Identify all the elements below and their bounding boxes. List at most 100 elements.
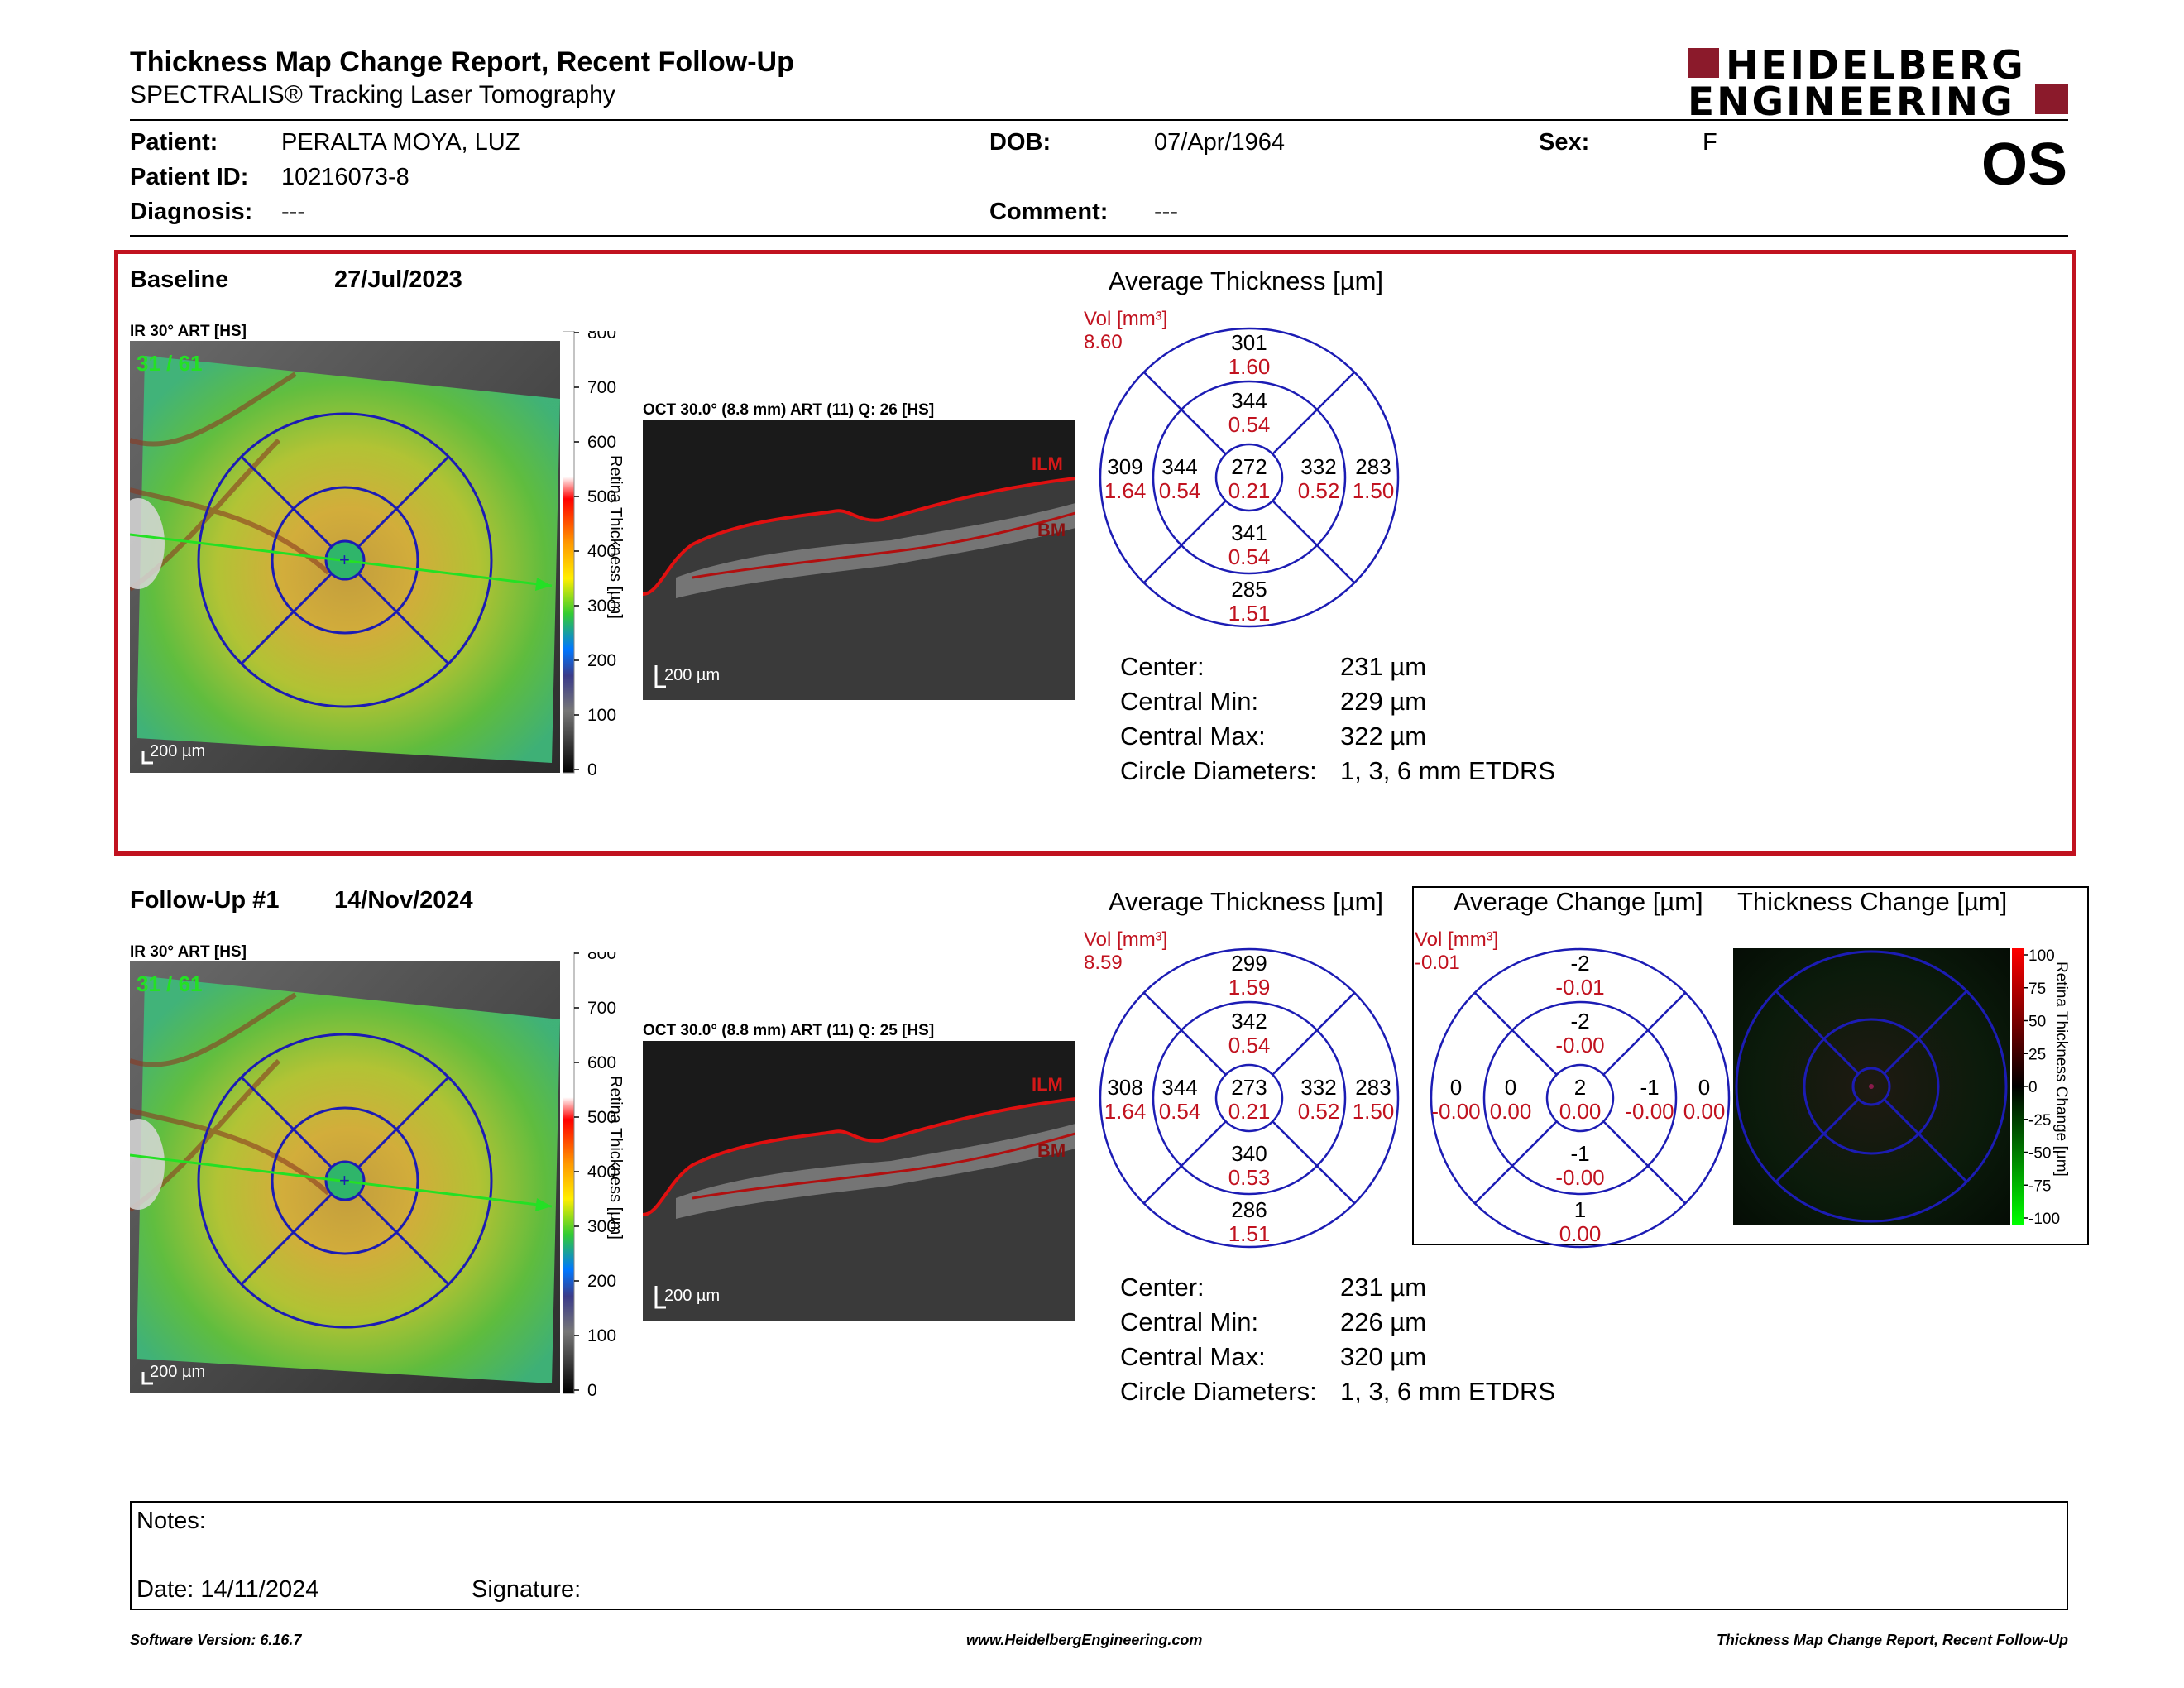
eye-indicator: OS xyxy=(1981,132,2068,198)
baseline-sector-center-thickness: 272 xyxy=(1231,454,1267,479)
change-colorbar-tick-label: 50 xyxy=(2028,1014,2046,1031)
patient-divider xyxy=(130,235,2068,237)
baseline-colorbar-tick-label: 0 xyxy=(587,760,597,778)
dob-value: 07/Apr/1964 xyxy=(1154,129,1286,156)
notes-date: Date: 14/11/2024 xyxy=(136,1576,319,1603)
baseline-stat-diam-label: Circle Diameters: xyxy=(1120,756,1317,785)
baseline-sector-outer-temp-volume: 1.64 xyxy=(1104,478,1147,503)
change-vol-label: Vol [mm³] xyxy=(1415,928,1498,951)
baseline-oct-scale: 200 µm xyxy=(664,666,720,684)
baseline-ir-label: IR 30° ART [HS] xyxy=(130,323,247,340)
change-sector-inner-nasal-volume: -0.00 xyxy=(1625,1099,1674,1124)
report-subtitle: SPECTRALIS® Tracking Laser Tomography xyxy=(130,81,615,108)
change-sector-outer-sup-thickness: -2 xyxy=(1570,951,1589,976)
thickness-change-map xyxy=(1733,948,2010,1225)
report-title: Thickness Map Change Report, Recent Foll… xyxy=(130,46,794,78)
change-sector-inner-inf-volume: -0.00 xyxy=(1555,1165,1604,1190)
baseline-colorbar-tick-label: 400 xyxy=(587,542,616,561)
baseline-etdrs-grid: 3011.603440.542720.213091.643440.543320.… xyxy=(1084,308,1400,628)
followup-etdrs-spoke xyxy=(1272,1120,1356,1205)
baseline-colorbar-tick-label: 500 xyxy=(587,487,616,506)
svg-text:+: + xyxy=(339,1170,350,1191)
change-etdrs-inner-ring xyxy=(1482,1000,1678,1196)
baseline-sector-inner-sup-thickness: 344 xyxy=(1231,388,1267,413)
change-colorbar-tick-label: -25 xyxy=(2028,1112,2051,1129)
followup-colorbar-tick-label: 200 xyxy=(587,1272,616,1291)
followup-colorbar-tick-label: 0 xyxy=(587,1381,597,1398)
change-sector-outer-temp-thickness: 0 xyxy=(1450,1075,1462,1100)
patient-name: PERALTA MOYA, LUZ xyxy=(281,129,520,156)
followup-etdrs-outer-ring xyxy=(1099,947,1400,1249)
followup-stat-max-value: 320 µm xyxy=(1340,1342,1427,1371)
baseline-stat-diam-value: 1, 3, 6 mm ETDRS xyxy=(1340,756,1556,785)
change-sector-outer-nasal-thickness: 0 xyxy=(1698,1075,1710,1100)
change-sector-outer-inf-thickness: 1 xyxy=(1574,1197,1586,1222)
change-sector-outer-temp-volume: -0.00 xyxy=(1431,1099,1480,1124)
baseline-oct-scan: ILM BM 200 µm xyxy=(643,420,1075,700)
sex-value: F xyxy=(1703,129,1717,156)
followup-sector-outer-sup-thickness: 299 xyxy=(1231,951,1267,976)
comment-value: --- xyxy=(1154,199,1178,225)
logo-block-top xyxy=(1688,48,1719,78)
baseline-avg-title: Average Thickness [µm] xyxy=(1109,266,1384,295)
baseline-etdrs-spoke xyxy=(1142,500,1227,584)
followup-colorbar-tick-label: 700 xyxy=(587,999,616,1018)
baseline-etdrs-center-ring xyxy=(1214,443,1284,512)
followup-sector-inner-inf-volume: 0.53 xyxy=(1228,1165,1271,1190)
followup-stat-diam-value: 1, 3, 6 mm ETDRS xyxy=(1340,1377,1556,1406)
change-etdrs-grid: -2-0.01-2-0.0020.000-0.0000.00-1-0.0000.… xyxy=(1415,928,1731,1249)
followup-stat-max-label: Central Max: xyxy=(1120,1342,1266,1371)
followup-colorbar-tick-label: 100 xyxy=(587,1326,616,1345)
change-colorbar-tick-label: 75 xyxy=(2028,981,2046,998)
change-colorbar-tick-label: -100 xyxy=(2028,1211,2060,1228)
patient-id-label: Patient ID: xyxy=(130,164,249,190)
diagnosis-value: --- xyxy=(281,199,305,225)
patient-label: Patient: xyxy=(130,129,218,156)
change-colorbar-tick-label: 25 xyxy=(2028,1046,2046,1063)
change-frame xyxy=(1412,886,2089,1245)
followup-sector-outer-sup-volume: 1.59 xyxy=(1228,975,1271,1000)
change-etdrs-spoke xyxy=(1473,991,1558,1076)
followup-label: Follow-Up #1 xyxy=(130,887,280,914)
followup-etdrs-center-ring xyxy=(1214,1063,1284,1133)
change-sector-inner-nasal-thickness: -1 xyxy=(1640,1075,1659,1100)
followup-ir-label: IR 30° ART [HS] xyxy=(130,943,247,961)
baseline-etdrs-spoke xyxy=(1272,371,1356,455)
baseline-ir-scale: 200 µm xyxy=(150,742,205,760)
change-colorbar-tick-label: -75 xyxy=(2028,1177,2051,1195)
baseline-stat-center-value: 231 µm xyxy=(1340,652,1427,681)
followup-colorbar-tick-label: 800 xyxy=(587,952,616,963)
change-colorbar-tick-label: 0 xyxy=(2028,1079,2038,1096)
followup-date: 14/Nov/2024 xyxy=(334,887,473,914)
logo-text-heidelberg: HEIDELBERG xyxy=(1726,43,2026,89)
followup-vol-label: Vol [mm³] xyxy=(1084,928,1167,951)
followup-sector-inner-nasal-volume: 0.52 xyxy=(1298,1099,1340,1124)
baseline-etdrs-inner-ring xyxy=(1152,380,1347,575)
baseline-sector-inner-temp-volume: 0.54 xyxy=(1159,478,1201,503)
followup-bm-label: BM xyxy=(1037,1140,1066,1161)
baseline-oct-label: OCT 30.0° (8.8 mm) ART (11) Q: 26 [HS] xyxy=(643,401,935,419)
followup-stat-diam-label: Circle Diameters: xyxy=(1120,1377,1317,1406)
baseline-colorbar-tick-label: 700 xyxy=(587,378,616,397)
baseline-stat-max-value: 322 µm xyxy=(1340,722,1427,750)
change-etdrs-center-ring xyxy=(1545,1063,1615,1133)
followup-sector-inner-inf-thickness: 340 xyxy=(1231,1141,1267,1166)
notes-box[interactable] xyxy=(130,1501,2068,1610)
footer-website-link[interactable]: www.HeidelbergEngineering.com xyxy=(966,1632,1203,1648)
change-sector-inner-sup-thickness: -2 xyxy=(1570,1009,1589,1033)
followup-sector-outer-nasal-thickness: 283 xyxy=(1355,1075,1391,1100)
baseline-sector-outer-sup-volume: 1.60 xyxy=(1228,354,1271,379)
followup-stat-min-value: 226 µm xyxy=(1340,1307,1427,1336)
change-etdrs-outer-ring xyxy=(1430,947,1731,1249)
baseline-stat-max-label: Central Max: xyxy=(1120,722,1266,750)
followup-etdrs-inner-ring xyxy=(1152,1000,1347,1196)
dob-label: DOB: xyxy=(989,129,1051,156)
baseline-sector-outer-temp-thickness: 309 xyxy=(1107,454,1142,479)
footer-software-version: Software Version: 6.16.7 xyxy=(130,1632,302,1648)
baseline-stat-min-label: Central Min: xyxy=(1120,687,1259,716)
followup-colorbar-title: Retina Thickness [µm] xyxy=(606,1076,625,1240)
baseline-sector-inner-nasal-volume: 0.52 xyxy=(1298,478,1340,503)
followup-colorbar-tick-label: 600 xyxy=(587,1053,616,1072)
baseline-colorbar: 800 700 600 500 400 300 200 100 0 Retina Thickne… xyxy=(563,331,625,778)
followup-sector-center-thickness: 273 xyxy=(1231,1075,1267,1100)
